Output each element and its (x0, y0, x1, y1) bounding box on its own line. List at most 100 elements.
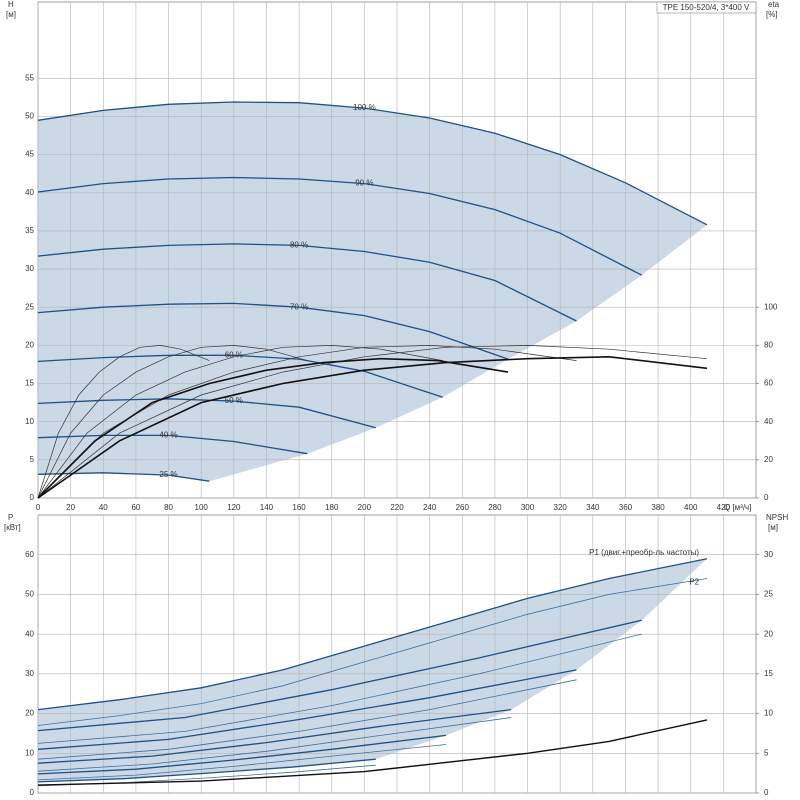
x-tick-label: 200 (358, 503, 372, 512)
y-tick-label: 0 (30, 788, 35, 797)
y-tick-label: 40 (25, 188, 34, 197)
x-tick-label: 120 (227, 503, 241, 512)
y-tick-label: 15 (25, 379, 34, 388)
curve-label: 100 % (353, 103, 376, 112)
x-tick-label: 240 (423, 503, 437, 512)
curve-label: 60 % (225, 350, 243, 359)
y-tick-label: 40 (25, 629, 34, 638)
y-axis-unit: [кВт] (4, 523, 21, 532)
curve-label: 25 % (159, 470, 177, 479)
x-tick-label: 180 (325, 503, 339, 512)
y-tick-label: 0 (30, 493, 35, 502)
curve (37, 578, 708, 726)
plot-layer: 0 20 40 60 80 100 120 140 160 180 200 220 240 260 280 3… (25, 2, 778, 797)
operating-range (38, 101, 708, 482)
curve (37, 357, 509, 499)
y-tick-label: 30 (25, 669, 34, 678)
curve-label: 70 % (290, 302, 308, 311)
curve-label: P1 (двиг.+преобр-ль частоты) (589, 548, 699, 557)
curve (37, 345, 443, 499)
y2-tick-label: 0 (764, 788, 769, 797)
y-tick-label: 35 (25, 226, 34, 235)
curve (37, 669, 577, 750)
y-axis-label: H (8, 0, 14, 9)
x-tick-label: 360 (619, 503, 633, 512)
y-tick-label: 10 (25, 417, 34, 426)
x-tick-label: 100 (195, 503, 209, 512)
y2-axis-label: eta (768, 0, 780, 9)
y-tick-label: 45 (25, 150, 34, 159)
y2-tick-label: 60 (764, 379, 773, 388)
x-tick-label: 400 (684, 503, 698, 512)
curve-label: 50 % (225, 396, 243, 405)
y-tick-label: 55 (25, 73, 34, 82)
curve (37, 434, 308, 455)
y2-tick-label: 20 (764, 455, 773, 464)
curve (37, 176, 643, 276)
y2-tick-label: 40 (764, 417, 773, 426)
x-tick-label: 0 (36, 503, 41, 512)
curve (37, 302, 509, 360)
y-tick-label: 50 (25, 590, 34, 599)
curve (37, 734, 447, 775)
curve (37, 345, 708, 499)
x-tick-label: 20 (66, 503, 75, 512)
y2-tick-label: 20 (764, 629, 773, 638)
x-tick-label: 220 (390, 503, 404, 512)
curve (37, 345, 308, 499)
chart-title: TPE 150-520/4, 3*400 V (663, 3, 750, 12)
curve (37, 633, 642, 744)
curve-label: 40 % (159, 431, 177, 440)
curve (37, 717, 512, 772)
y-axis-label: P (8, 513, 13, 522)
y-tick-label: 20 (25, 340, 34, 349)
operating-range (38, 558, 708, 782)
curve-label: 80 % (290, 241, 308, 250)
y2-tick-label: 100 (764, 302, 778, 311)
curve (37, 758, 376, 783)
x-tick-label: 320 (554, 503, 568, 512)
curve (37, 719, 708, 786)
curve (37, 355, 708, 499)
curve (37, 398, 376, 429)
y2-axis-label: NPSH (766, 513, 788, 522)
y2-tick-label: 25 (764, 590, 773, 599)
y-tick-label: 20 (25, 709, 34, 718)
y-axis-unit: [м] (6, 10, 16, 19)
x-tick-label: 160 (292, 503, 306, 512)
curve (37, 679, 577, 760)
y2-tick-label: 10 (764, 709, 773, 718)
x-tick-label: 40 (99, 503, 108, 512)
x-tick-label: 280 (488, 503, 502, 512)
title-box (656, 1, 757, 14)
curve (37, 354, 443, 398)
x-tick-label: 260 (456, 503, 470, 512)
x-tick-label: 140 (260, 503, 274, 512)
y2-tick-label: 5 (764, 748, 769, 757)
x-tick-label: 420 (717, 503, 731, 512)
curve (37, 101, 708, 226)
y2-tick-label: 80 (764, 340, 773, 349)
curve (37, 744, 447, 781)
y2-tick-label: 30 (764, 550, 773, 559)
y-tick-label: 60 (25, 550, 34, 559)
y-tick-label: 50 (25, 112, 34, 121)
y2-axis-unit: [%] (766, 10, 778, 19)
y-tick-label: 30 (25, 264, 34, 273)
curve (37, 472, 210, 482)
y2-axis-unit: [м] (768, 523, 778, 532)
curve (37, 708, 512, 764)
x-tick-label: 340 (586, 503, 600, 512)
curve-label: 90 % (355, 179, 373, 188)
curve (37, 619, 642, 732)
y2-tick-label: 15 (764, 669, 773, 678)
y2-tick-label: 0 (764, 493, 769, 502)
curve (37, 345, 210, 499)
curve-label: P2 (689, 578, 699, 587)
y-tick-label: 10 (25, 748, 34, 757)
y-tick-label: 25 (25, 302, 34, 311)
x-tick-label: 80 (164, 503, 173, 512)
x-tick-label: 380 (651, 503, 665, 512)
curve (37, 558, 708, 711)
